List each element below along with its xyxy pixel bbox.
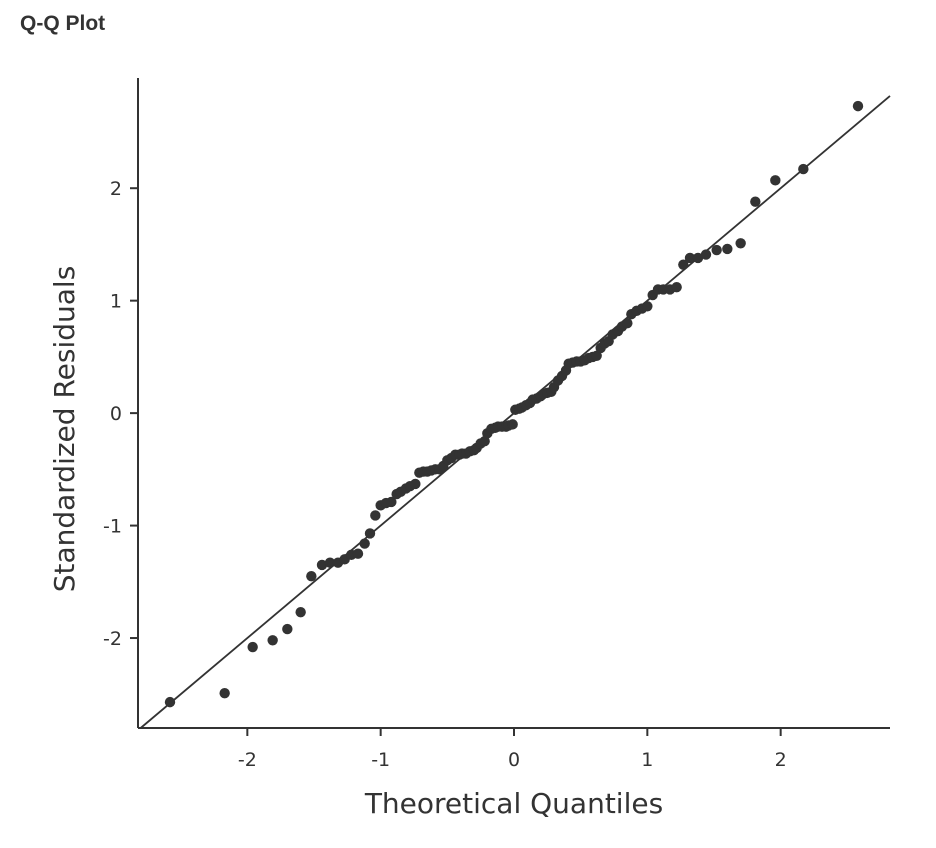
data-point: [316, 559, 328, 571]
x-tick-label: -1: [371, 749, 390, 771]
x-ticks: -2 -1 0 1 2: [238, 728, 787, 771]
data-point: [306, 570, 317, 582]
y-ticks: -2 -1 0 1 2: [103, 178, 138, 650]
data-point: [364, 528, 376, 539]
x-tick-label: -2: [238, 749, 257, 771]
chart-title: Q-Q Plot: [20, 12, 106, 35]
data-point: [735, 238, 746, 249]
data-point: [267, 635, 278, 646]
data-point: [295, 606, 306, 618]
x-tick-label: 0: [508, 749, 520, 771]
data-point: [798, 163, 809, 175]
data-point: [700, 249, 712, 260]
data-point: [852, 100, 864, 112]
data-point: [750, 196, 761, 207]
y-tick-label: 1: [110, 291, 122, 313]
data-point: [671, 281, 682, 293]
y-tick-label: 2: [110, 178, 122, 200]
data-point: [164, 696, 176, 708]
data-point: [282, 623, 293, 635]
data-point: [711, 244, 722, 256]
data-point: [642, 301, 653, 312]
data-point: [722, 243, 733, 255]
data-point: [410, 478, 421, 490]
data-point: [386, 496, 397, 508]
y-tick-label: 0: [110, 403, 122, 425]
y-tick-label: -1: [103, 516, 122, 538]
y-axis-label: Standardized Residuals: [48, 266, 81, 593]
data-point: [219, 687, 230, 699]
data-point: [692, 252, 704, 264]
x-tick-label: 1: [641, 749, 653, 771]
data-points: [164, 100, 864, 708]
data-point: [591, 350, 602, 361]
data-point: [507, 419, 518, 430]
data-point: [324, 557, 336, 568]
data-point: [479, 436, 490, 447]
data-point: [247, 641, 258, 653]
data-point: [359, 538, 370, 549]
data-point: [678, 259, 689, 270]
data-point: [770, 175, 781, 186]
x-tick-label: 2: [775, 749, 787, 771]
x-axis-label: Theoretical Quantiles: [364, 787, 663, 820]
data-point: [684, 252, 696, 264]
data-point: [370, 510, 381, 521]
y-tick-label: -2: [103, 628, 122, 650]
data-point: [352, 548, 364, 559]
data-point: [622, 317, 633, 329]
